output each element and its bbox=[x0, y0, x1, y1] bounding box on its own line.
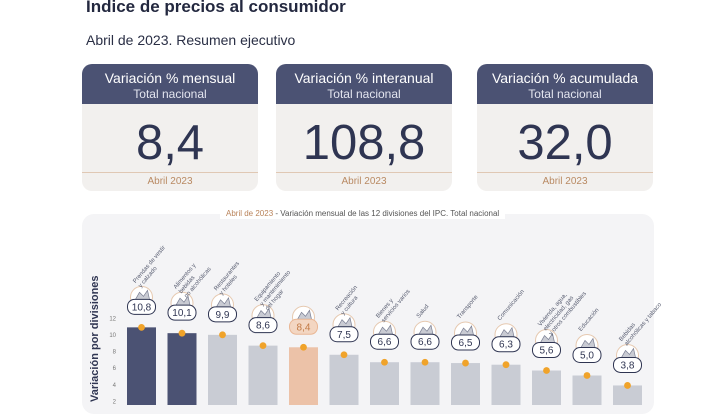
category-label: Transporte bbox=[456, 294, 480, 320]
bar bbox=[491, 364, 521, 405]
bar bbox=[370, 362, 399, 405]
value-label-pill bbox=[127, 298, 156, 315]
bar bbox=[613, 385, 642, 405]
category-label-line: Educación bbox=[578, 307, 601, 332]
value-label-pill bbox=[248, 317, 278, 334]
y-axis-label: Variación por divisiones bbox=[89, 275, 101, 402]
bar bbox=[167, 333, 197, 405]
bar bbox=[532, 370, 561, 405]
card-title: Variación % mensual bbox=[104, 70, 236, 86]
value-label: 8,4 bbox=[297, 322, 311, 333]
bar-top-marker bbox=[421, 358, 429, 366]
bar bbox=[410, 362, 440, 405]
bar bbox=[208, 334, 237, 405]
card-value: 8,4 bbox=[135, 116, 205, 170]
y-axis-label-text: Variación por divisiones bbox=[89, 275, 101, 402]
chart-caption-text: - Variación mensual de las 12 divisiones… bbox=[273, 209, 500, 218]
value-label: 6,6 bbox=[418, 337, 432, 348]
card-subtitle: Total nacional bbox=[528, 87, 602, 101]
bar-top-marker bbox=[381, 358, 388, 366]
bar-top-marker bbox=[543, 367, 550, 374]
value-label: 9,9 bbox=[216, 310, 230, 321]
bar-top-marker bbox=[259, 342, 267, 350]
card-subtitle: Total nacional bbox=[327, 87, 401, 101]
page-subtitle: Abril de 2023. Resumen ejecutivo bbox=[86, 32, 296, 48]
bar-top-marker bbox=[340, 351, 348, 359]
bar-top-marker bbox=[219, 331, 226, 339]
bar-top-marker bbox=[178, 329, 186, 337]
value-label-pill bbox=[329, 326, 359, 343]
bar-top-marker bbox=[462, 359, 469, 367]
value-label: 3,8 bbox=[621, 360, 635, 371]
value-label: 10,8 bbox=[132, 302, 152, 313]
value-label-pill bbox=[370, 333, 399, 350]
value-label: 10,1 bbox=[172, 308, 192, 319]
card-footer: Abril 2023 bbox=[477, 172, 653, 191]
value-label-pill bbox=[208, 306, 237, 323]
card-header: Variación % mensual Total nacional bbox=[82, 64, 258, 104]
value-label: 5,6 bbox=[540, 346, 554, 357]
chart-caption-date: Abril de 2023 bbox=[226, 209, 274, 218]
bar bbox=[451, 363, 480, 405]
card-header: Variación % acumulada Total nacional bbox=[477, 64, 653, 104]
bar-top-marker bbox=[583, 372, 591, 379]
value-label: 6,5 bbox=[459, 338, 473, 349]
category-label: Comunicación bbox=[497, 289, 526, 322]
y-tick-label: 10 bbox=[109, 333, 116, 339]
y-tick-label: 12 bbox=[109, 316, 116, 322]
card-footer: Abril 2023 bbox=[276, 172, 452, 191]
card-interannual-variation: Variación % interanual Total nacional 10… bbox=[276, 64, 452, 191]
card-subtitle: Total nacional bbox=[133, 87, 207, 101]
value-label-pill bbox=[289, 318, 318, 335]
category-label-line: Salud bbox=[416, 304, 430, 320]
card-monthly-variation: Variación % mensual Total nacional 8,4 A… bbox=[82, 64, 258, 191]
category-label-line: Transporte bbox=[456, 294, 480, 320]
value-label-pill bbox=[451, 334, 480, 351]
page-title: Índice de precios al consumidor bbox=[86, 0, 346, 16]
y-tick-label: 6 bbox=[113, 366, 117, 372]
card-header: Variación % interanual Total nacional bbox=[276, 64, 452, 104]
value-label: 8,6 bbox=[256, 321, 270, 332]
card-value: 108,8 bbox=[302, 116, 426, 170]
chart-caption: Abril de 2023 - Variación mensual de las… bbox=[220, 208, 506, 219]
value-label: 5,0 bbox=[580, 351, 594, 362]
bar-top-marker bbox=[624, 382, 631, 389]
bar bbox=[289, 347, 318, 405]
bar bbox=[329, 354, 359, 405]
card-title: Variación % acumulada bbox=[491, 70, 639, 86]
card-title: Variación % interanual bbox=[294, 70, 434, 86]
bar bbox=[127, 327, 156, 405]
category-label: Educación bbox=[578, 307, 601, 332]
value-label-pill bbox=[491, 336, 521, 353]
card-footer: Abril 2023 bbox=[82, 172, 258, 191]
value-label: 7,5 bbox=[337, 330, 351, 341]
bar-top-marker bbox=[138, 323, 145, 331]
y-tick-label: 4 bbox=[113, 383, 117, 389]
value-label-pill bbox=[410, 333, 440, 350]
bar bbox=[248, 345, 278, 405]
value-label-pill bbox=[572, 347, 602, 363]
y-tick-label: 8 bbox=[113, 350, 117, 356]
bar bbox=[572, 375, 602, 405]
value-label-pill bbox=[167, 304, 197, 321]
card-accumulated-variation: Variación % acumulada Total nacional 32,… bbox=[477, 64, 653, 191]
value-label: 6,6 bbox=[378, 337, 392, 348]
value-label-pill bbox=[613, 356, 642, 373]
card-value: 32,0 bbox=[517, 116, 613, 170]
bar-top-marker bbox=[300, 343, 307, 351]
category-label-line: Comunicación bbox=[497, 289, 526, 322]
y-tick-label: 2 bbox=[113, 399, 117, 405]
value-label-pill bbox=[532, 342, 561, 359]
value-label: 6,3 bbox=[499, 340, 513, 351]
bar-top-marker bbox=[502, 361, 510, 369]
category-label: Salud bbox=[416, 304, 430, 320]
